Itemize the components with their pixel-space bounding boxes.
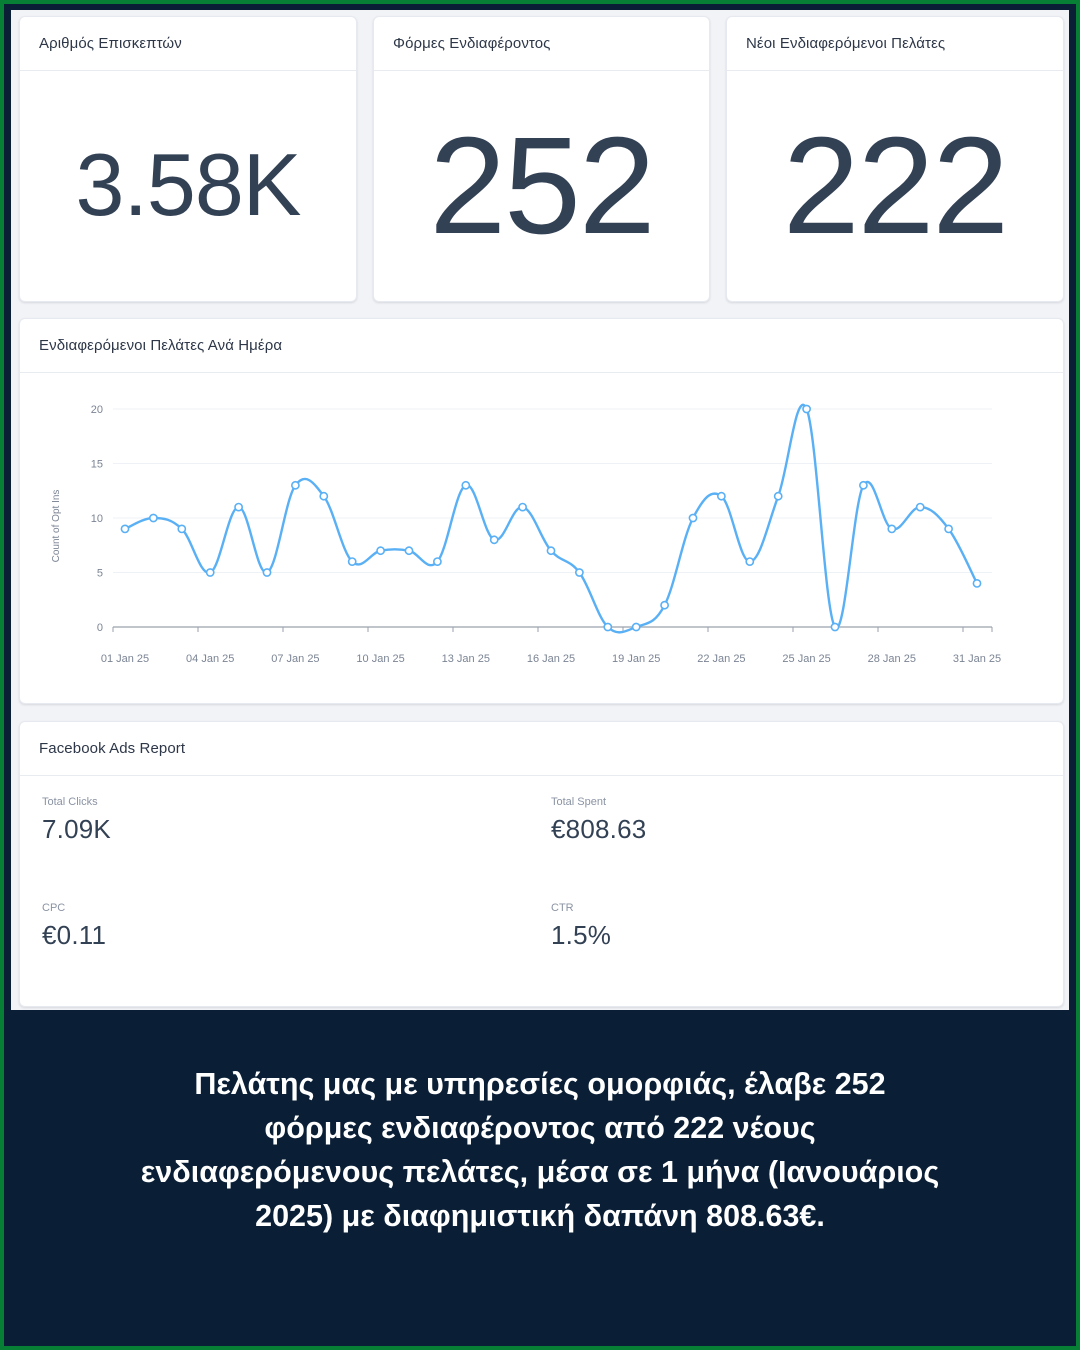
summary-caption: Πελάτης μας με υπηρεσίες ομορφιάς, έλαβε… <box>60 1062 1020 1238</box>
kpi-value: 3.58K <box>75 135 302 234</box>
x-tick-label: 16 Jan 25 <box>527 653 575 665</box>
metric-label: Total Clicks <box>42 796 98 808</box>
data-point[interactable] <box>432 557 442 566</box>
chart-area: 0 5 10 15 20 01 Jan 25 04 Jan 25 07 Jan 25 10 Ja… <box>20 373 1063 703</box>
metric-value: 1.5% <box>551 920 612 950</box>
kpi-value: 252 <box>429 109 655 263</box>
x-tick-label: 07 Jan 25 <box>271 653 319 665</box>
metric-value: 7.09K <box>42 814 111 844</box>
y-axis-title: Count of Opt Ins <box>51 490 62 563</box>
data-point[interactable] <box>177 524 187 534</box>
metric-value: €0.11 <box>42 920 107 950</box>
x-tick-label: 04 Jan 25 <box>186 653 234 665</box>
data-point[interactable] <box>148 513 158 523</box>
data-point[interactable] <box>944 524 953 534</box>
daily-leads-chart-card: Ενδιαφερόμενοι Πελάτες Ανά Ημέρα 0 5 10 15 2… <box>19 318 1064 704</box>
data-point[interactable] <box>887 524 897 534</box>
data-point[interactable] <box>234 502 243 512</box>
y-tick-label: 0 <box>97 622 103 634</box>
kpi-card-new-leads: Νέοι Ενδιαφερόμενοι Πελάτες 222 <box>726 16 1064 302</box>
data-point[interactable] <box>717 491 726 501</box>
metric-total-clicks: Total Clicks 7.09K <box>42 796 111 845</box>
y-tick-label: 15 <box>91 459 103 471</box>
data-point[interactable] <box>745 557 755 566</box>
y-tick-label: 10 <box>91 513 103 525</box>
metric-value: €808.63 <box>551 814 647 844</box>
data-point[interactable] <box>773 491 783 501</box>
data-point[interactable] <box>972 578 982 588</box>
metric-label: CPC <box>42 902 66 914</box>
data-point[interactable] <box>802 404 811 414</box>
data-point[interactable] <box>518 502 527 512</box>
facebook-ads-title: Facebook Ads Report <box>20 722 1063 776</box>
metric-label: Total Spent <box>551 796 607 808</box>
y-tick-label: 5 <box>97 568 103 580</box>
x-tick-label: 13 Jan 25 <box>442 653 490 665</box>
metric-cpc: CPC €0.11 <box>42 902 106 951</box>
line-chart: 0 5 10 15 20 01 Jan 25 04 Jan 25 07 Jan 25 10 Ja… <box>51 404 1001 665</box>
metric-ctr: CTR 1.5% <box>551 902 611 951</box>
metric-label: CTR <box>551 902 574 914</box>
data-point[interactable] <box>262 568 272 577</box>
data-point[interactable] <box>290 480 300 490</box>
data-point[interactable] <box>915 502 925 512</box>
data-point[interactable] <box>575 568 584 577</box>
data-point[interactable] <box>319 491 329 501</box>
caption-line: ενδιαφερόμενους πελάτες, μέσα σε 1 μήνα … <box>140 1155 940 1189</box>
x-tick-label: 01 Jan 25 <box>101 653 149 665</box>
data-point[interactable] <box>205 568 215 577</box>
data-point[interactable] <box>546 546 556 556</box>
kpi-title: Αριθμός Επισκεπτών <box>20 17 356 71</box>
data-point[interactable] <box>603 622 613 632</box>
data-point[interactable] <box>830 622 840 632</box>
facebook-ads-report-card: Facebook Ads Report Total Clicks 7.09K T… <box>19 721 1064 1007</box>
data-point[interactable] <box>688 513 698 523</box>
caption-line: φόρμες ενδιαφέροντος από 222 νέους <box>264 1111 816 1145</box>
x-tick-label: 25 Jan 25 <box>782 653 830 665</box>
x-tick-label: 10 Jan 25 <box>356 653 404 665</box>
x-tick-label: 28 Jan 25 <box>868 653 916 665</box>
data-point[interactable] <box>120 524 130 534</box>
x-tick-label: 19 Jan 25 <box>612 653 660 665</box>
data-point[interactable] <box>404 546 414 556</box>
data-point[interactable] <box>489 535 499 545</box>
data-point[interactable] <box>859 480 868 490</box>
series-line <box>124 404 979 634</box>
data-point[interactable] <box>461 480 471 490</box>
kpi-title: Φόρμες Ενδιαφέροντος <box>374 17 709 71</box>
data-point[interactable] <box>631 622 641 632</box>
caption-line: Πελάτης μας με υπηρεσίες ομορφιάς, έλαβε… <box>194 1067 886 1101</box>
kpi-title: Νέοι Ενδιαφερόμενοι Πελάτες <box>727 17 1063 71</box>
y-tick-label: 20 <box>91 404 103 416</box>
chart-title: Ενδιαφερόμενοι Πελάτες Ανά Ημέρα <box>20 319 1063 373</box>
caption-line: 2025) με διαφημιστική δαπάνη 808.63€. <box>255 1199 825 1233</box>
data-point[interactable] <box>376 546 385 556</box>
dashboard: Αριθμός Επισκεπτών 3.58K Φόρμες Ενδιαφέρ… <box>11 10 1069 1010</box>
x-tick-label: 31 Jan 25 <box>953 653 1001 665</box>
data-point[interactable] <box>660 600 669 610</box>
x-tick-label: 22 Jan 25 <box>697 653 745 665</box>
metric-total-spent: Total Spent €808.63 <box>551 796 646 845</box>
kpi-card-interest-forms: Φόρμες Ενδιαφέροντος 252 <box>373 16 710 302</box>
kpi-card-visitors: Αριθμός Επισκεπτών 3.58K <box>19 16 357 302</box>
data-point[interactable] <box>347 557 357 566</box>
kpi-value: 222 <box>782 109 1009 263</box>
